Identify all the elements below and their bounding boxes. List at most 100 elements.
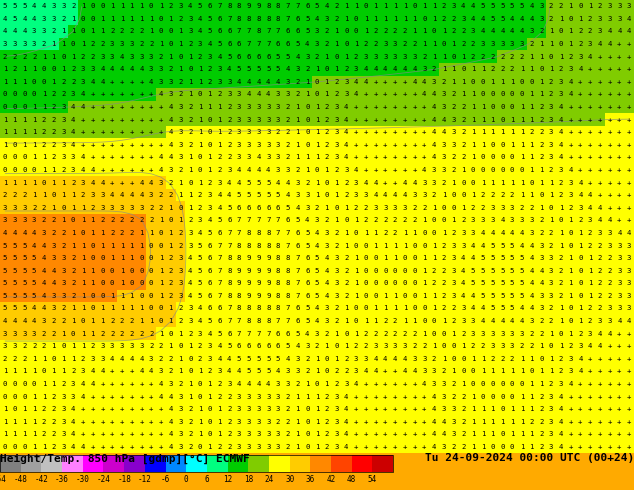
Text: 5: 5 [500,305,505,312]
Text: 3: 3 [451,293,456,299]
Bar [254,302,263,315]
Text: 1: 1 [588,280,592,286]
Text: 5: 5 [247,356,251,362]
Text: 0: 0 [22,393,27,399]
Text: 2: 2 [61,167,65,173]
Bar [254,176,263,189]
Bar [107,50,117,63]
Bar [410,340,420,352]
Text: 1: 1 [325,54,329,60]
Text: 2: 2 [569,205,573,211]
Bar [263,441,273,453]
Text: 3: 3 [178,142,183,148]
Bar [107,378,117,391]
Text: 5: 5 [266,192,271,198]
Text: 1: 1 [510,117,514,122]
Text: 3: 3 [188,230,192,236]
Text: 3: 3 [325,243,329,248]
Text: 9: 9 [247,255,251,261]
Text: +: + [607,356,612,362]
Bar [488,252,498,265]
Bar [87,403,98,416]
Bar [361,25,371,38]
Bar [605,226,614,239]
Text: 2: 2 [227,444,231,450]
Text: 1: 1 [432,243,436,248]
Bar [439,25,449,38]
Text: 1: 1 [500,419,505,425]
Bar [390,126,400,139]
Text: 2: 2 [598,3,602,9]
Bar [605,214,614,226]
Bar [400,378,410,391]
Text: +: + [363,444,368,450]
Bar [0,455,393,471]
Text: +: + [598,368,602,374]
Text: 3: 3 [91,66,95,72]
Bar [322,176,332,189]
Text: 2: 2 [559,192,563,198]
Text: 3: 3 [315,218,319,223]
Text: 2: 2 [383,318,387,324]
Text: 2: 2 [471,41,476,47]
Text: 4: 4 [13,230,17,236]
Bar [312,50,322,63]
Text: 1: 1 [315,142,319,148]
Bar [361,315,371,327]
Text: 0: 0 [451,192,456,198]
Bar [458,391,468,403]
Text: +: + [373,92,378,98]
Text: 3: 3 [569,66,573,72]
Text: 3: 3 [598,318,602,324]
Text: 1: 1 [539,205,543,211]
Bar [547,340,556,352]
Text: 3: 3 [500,343,505,349]
Text: 0: 0 [139,293,144,299]
Bar [507,327,517,340]
Bar [244,38,254,50]
Bar [624,0,634,13]
Text: +: + [403,406,407,412]
Bar [380,441,390,453]
Text: 3: 3 [549,419,553,425]
Text: 5: 5 [305,230,309,236]
Bar [107,88,117,101]
Text: 1: 1 [295,393,300,399]
Text: 9: 9 [256,280,261,286]
Bar [107,189,117,201]
Bar [420,63,429,75]
Bar [49,201,58,214]
Text: 5: 5 [520,280,524,286]
Text: 1: 1 [451,66,456,72]
Bar [488,340,498,352]
Bar [117,50,127,63]
Bar [595,428,605,441]
Bar [254,25,263,38]
Bar [527,151,536,164]
Text: 3: 3 [481,331,485,337]
Bar [478,139,488,151]
Bar [20,315,29,327]
Text: 3: 3 [32,41,36,47]
Text: 1: 1 [481,431,485,438]
Bar [351,88,361,101]
Text: +: + [578,419,583,425]
Bar [458,50,468,63]
Bar [371,113,380,126]
Text: 0: 0 [169,331,173,337]
Text: 1: 1 [158,280,163,286]
Text: +: + [617,406,621,412]
Text: 3: 3 [442,154,446,160]
Text: 0: 0 [471,179,476,186]
Text: 4: 4 [120,66,124,72]
Bar [439,416,449,428]
Bar [68,151,78,164]
Bar [478,164,488,176]
Bar [39,25,49,38]
Bar [468,378,478,391]
Text: 4: 4 [91,368,95,374]
Bar [254,226,263,239]
Bar [312,25,322,38]
Bar [488,277,498,290]
Bar [351,50,361,63]
